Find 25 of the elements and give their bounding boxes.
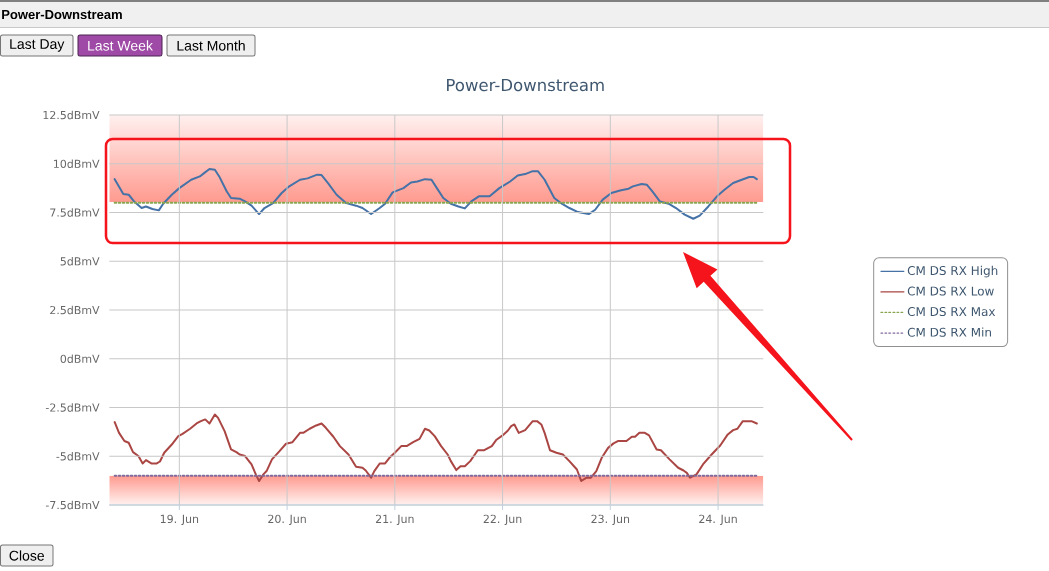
y-tick-label: -7.5dBmV bbox=[45, 500, 100, 510]
y-tick-label: 12.5dBmV bbox=[43, 110, 100, 120]
x-tick-label: 21. Jun bbox=[375, 514, 414, 526]
legend-label: CM DS RX Low bbox=[907, 286, 994, 296]
x-tick-label: 19. Jun bbox=[160, 514, 199, 526]
x-tick-label: 23. Jun bbox=[591, 514, 630, 526]
legend-label: CM DS RX Min bbox=[907, 327, 991, 337]
x-tick-label: 20. Jun bbox=[268, 514, 306, 526]
legend-label: CM DS RX High bbox=[907, 265, 998, 278]
text: Last Week bbox=[88, 40, 153, 51]
legend-label: CM DS RX Max bbox=[907, 306, 996, 317]
text: Last Month bbox=[177, 40, 245, 51]
y-tick-label: 10dBmV bbox=[54, 159, 100, 168]
text: Last Day bbox=[10, 39, 65, 52]
y-tick-label: 7.5dBmV bbox=[50, 208, 100, 217]
y-tick-label: -2.5dBmV bbox=[45, 403, 100, 412]
text: Power-Downstream bbox=[2, 10, 122, 20]
text: Close bbox=[9, 550, 45, 561]
x-tick-label: 24. Jun bbox=[699, 514, 737, 526]
y-tick-label: 2.5dBmV bbox=[50, 305, 100, 315]
y-tick-label: 0dBmV bbox=[60, 354, 100, 363]
y-tick-label: -5dBmV bbox=[56, 451, 100, 461]
y-tick-label: 5dBmV bbox=[60, 256, 100, 266]
chart-title: Power-Downstream bbox=[447, 78, 604, 92]
x-tick-label: 22. Jun bbox=[483, 514, 522, 526]
